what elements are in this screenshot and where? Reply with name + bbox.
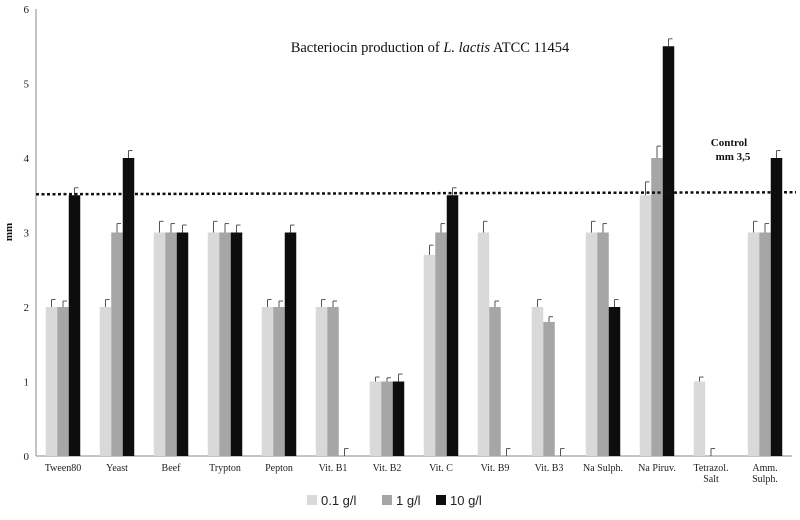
legend-label: 0.1 g/l xyxy=(321,493,357,508)
category-label: Tween80 xyxy=(45,463,82,474)
bar xyxy=(435,232,447,456)
y-axis-label: mm xyxy=(3,223,15,241)
error-bar-group xyxy=(51,38,781,456)
bar xyxy=(639,195,652,456)
chart-title-main: Bacteriocin production of xyxy=(291,40,444,56)
bar xyxy=(446,195,459,456)
bar xyxy=(273,307,285,456)
bar xyxy=(153,232,166,456)
chart-title-rest: ATCC 11454 xyxy=(490,40,570,56)
control-label: Control xyxy=(711,137,747,149)
y-tick-label: 6 xyxy=(24,4,30,16)
bar xyxy=(423,254,436,456)
category-label: Trypton xyxy=(209,463,241,474)
legend-swatch xyxy=(307,495,317,505)
category-label: Vit. B9 xyxy=(481,463,510,474)
legend-swatch xyxy=(436,495,446,505)
bar xyxy=(315,307,328,456)
bar xyxy=(770,158,783,456)
y-tick-label: 1 xyxy=(24,377,30,389)
bar xyxy=(230,232,243,456)
bar xyxy=(381,381,393,456)
bar xyxy=(597,232,609,456)
category-label: Pepton xyxy=(265,463,293,474)
category-label: Vit. B1 xyxy=(319,463,348,474)
bar xyxy=(219,232,231,456)
bar xyxy=(284,232,297,456)
bar xyxy=(759,232,771,456)
y-tick-label: 5 xyxy=(24,79,30,91)
category-label: Amm. xyxy=(752,463,777,474)
bar xyxy=(585,232,598,456)
y-tick-label: 4 xyxy=(24,153,30,165)
legend-label: 10 g/l xyxy=(450,493,482,508)
bar xyxy=(747,232,760,456)
legend-swatch xyxy=(382,495,392,505)
bar xyxy=(662,46,675,456)
bar xyxy=(176,232,189,456)
legend-label: 1 g/l xyxy=(396,493,421,508)
chart-title: Bacteriocin production of L. lactis ATCC… xyxy=(291,40,570,56)
category-label: Vit. B2 xyxy=(373,463,402,474)
bar xyxy=(207,232,220,456)
category-label: Na Piruv. xyxy=(638,463,676,474)
bar xyxy=(45,307,58,456)
bar xyxy=(111,232,123,456)
y-tick-label: 0 xyxy=(24,451,30,463)
bar xyxy=(99,307,112,456)
y-tick-label: 2 xyxy=(24,302,30,314)
category-label: Na Sulph. xyxy=(583,463,623,474)
bar xyxy=(608,307,621,456)
category-label: Tetrazol. xyxy=(693,463,728,474)
bar xyxy=(122,158,135,456)
category-label: Vit. B3 xyxy=(535,463,564,474)
bar xyxy=(543,321,555,456)
chart-title-italic: L. lactis xyxy=(442,40,490,56)
bar-group xyxy=(45,46,783,456)
category-label: Yeast xyxy=(106,463,128,474)
category-label: Salt xyxy=(703,474,719,485)
category-label: Sulph. xyxy=(752,474,778,485)
bar xyxy=(392,381,405,456)
category-label: Beef xyxy=(162,463,182,474)
bar xyxy=(261,307,274,456)
bar xyxy=(68,195,81,456)
category-label: Vit. C xyxy=(429,463,453,474)
legend: 0.1 g/l 1 g/l 10 g/l xyxy=(307,493,482,508)
category-labels: Tween80 Yeast Beef Trypton Pepton Vit. B1 Vit.… xyxy=(45,463,778,485)
bar xyxy=(651,158,663,456)
bar xyxy=(327,307,339,456)
y-tick-labels: 0 1 2 3 4 5 6 xyxy=(24,4,30,463)
y-tick-label: 3 xyxy=(24,228,30,240)
bar xyxy=(489,307,501,456)
bar xyxy=(165,232,177,456)
control-value-label: mm 3,5 xyxy=(716,151,751,163)
bar xyxy=(531,307,544,456)
bar xyxy=(369,381,382,456)
bar xyxy=(57,307,69,456)
control-reference-line xyxy=(35,191,797,196)
bar xyxy=(477,232,490,456)
bar xyxy=(693,381,706,456)
